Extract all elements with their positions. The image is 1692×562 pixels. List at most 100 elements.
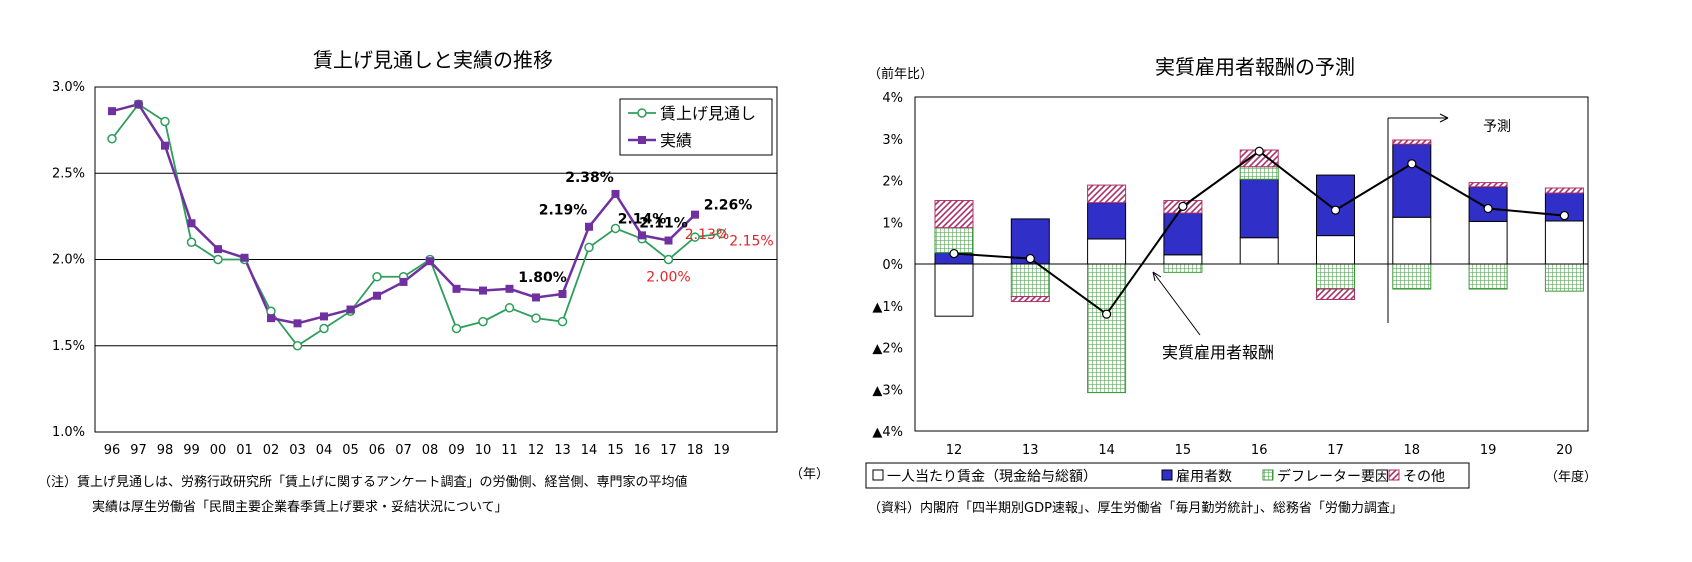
mitoshi-point	[663, 254, 674, 265]
employees-bar	[1316, 174, 1355, 237]
jisseki-point	[373, 291, 381, 300]
deflator-bar	[1392, 263, 1432, 290]
mitoshi-point	[266, 306, 276, 316]
real-compensation-point	[1483, 203, 1493, 214]
mitoshi-point	[716, 228, 727, 239]
right-source: （資料）内閣府「四半期別GDP速報」、厚生労働省「毎月勤労統計」、総務省「労働力…	[868, 500, 1403, 516]
right-y-tick-label: ▲3%	[872, 383, 903, 398]
jisseki-point	[267, 314, 275, 323]
jisseki-point	[293, 319, 302, 328]
jisseki-point	[452, 284, 461, 293]
jisseki-point	[320, 312, 328, 321]
left-chart-title: 賃上げ見通しと実績の推移	[313, 48, 553, 72]
right-legend: 一人当たり賃金（現金給与総額） 雇用者数 デフレーター要因 その他	[865, 462, 1470, 489]
other-bar	[1316, 288, 1355, 300]
mitoshi-point	[107, 134, 117, 144]
right-x-unit: （年度）	[1545, 469, 1597, 485]
left-x-tick-label: 15	[607, 443, 624, 458]
left-x-tick-label: 13	[554, 443, 571, 458]
deflator-bar	[1544, 263, 1584, 292]
line-callout: 実質雇用者報酬	[1152, 271, 1274, 362]
jisseki-data-label: 2.14%	[618, 211, 667, 227]
jisseki-point	[532, 293, 540, 302]
left-x-tick-label: 18	[687, 443, 704, 458]
other-bar	[1010, 296, 1050, 303]
left-x-tick-label: 12	[528, 443, 545, 458]
right-y-ticks: ▲4% ▲3% ▲2% ▲1% 0% 1% 2% 3% 4%	[872, 91, 903, 440]
left-x-tick-label: 05	[342, 443, 359, 458]
employees-bar	[1239, 178, 1279, 239]
jisseki-data-label: 2.38%	[565, 170, 614, 186]
right-x-tick-label: 18	[1404, 443, 1421, 458]
right-y-tick-label: ▲2%	[872, 342, 903, 357]
left-x-tick-label: 98	[157, 443, 174, 458]
real-compensation-point	[1559, 210, 1570, 221]
legend-mitoshi-marker	[637, 108, 647, 118]
real-compensation-point	[1407, 159, 1417, 169]
mitoshi-point	[478, 316, 488, 327]
legend-other-label: その他	[1403, 469, 1445, 485]
right-y-tick-label: 4%	[882, 91, 903, 106]
other-bar	[1392, 139, 1432, 145]
right-y-tick-label: 2%	[882, 175, 903, 190]
other-bar	[934, 200, 974, 229]
wage-bar	[1544, 220, 1584, 265]
left-plot-frame	[94, 86, 778, 433]
left-chart: 賃上げ見通しと実績の推移 1.0% 1.5% 2.0% 2.5% 3.0% 96 97 98…	[38, 48, 829, 515]
left-x-tick-label: 04	[316, 443, 333, 458]
left-y-tick-label: 1.0%	[52, 425, 85, 440]
left-annotations: 1.80% 2.19% 2.38% 2.14%2.11% 2.26% 2.00% 2.13%…	[518, 170, 774, 286]
forecast-marker: 予測	[1387, 113, 1511, 323]
left-x-tick-label: 17	[660, 443, 677, 458]
real-compensation-point	[1178, 201, 1188, 211]
real-compensation-point	[1330, 205, 1341, 215]
other-bar	[1544, 187, 1584, 194]
jisseki-point	[161, 141, 169, 150]
mitoshi-point	[372, 272, 382, 282]
wage-bar	[1316, 235, 1355, 265]
right-x-tick-label: 14	[1098, 443, 1115, 458]
mitoshi-point	[213, 254, 223, 265]
jisseki-point	[611, 189, 620, 198]
left-x-tick-label: 01	[236, 443, 253, 458]
right-chart-title: 実質雇用者報酬の予測	[1155, 55, 1355, 79]
left-x-tick-label: 96	[104, 443, 121, 458]
left-note-2: 実績は厚生労働省「民間主要企業春季賃上げ要求・妥結状況について」	[92, 499, 508, 515]
left-legend-box	[619, 98, 773, 156]
jisseki-line	[111, 102, 696, 325]
jisseki-point	[479, 286, 487, 295]
forecast-arrowhead	[1439, 113, 1449, 123]
deflator-bar	[1239, 166, 1279, 180]
jisseki-point	[134, 100, 143, 109]
left-x-tick-label: 19	[713, 443, 730, 458]
jisseki-point	[691, 210, 699, 219]
left-x-tick-label: 08	[422, 443, 439, 458]
mitoshi-point	[292, 341, 303, 351]
wage-bar	[1468, 220, 1508, 265]
left-legend: 賃上げ見通し 実績	[619, 98, 773, 156]
right-y-tick-label: ▲4%	[872, 425, 903, 440]
legend-employees-label: 雇用者数	[1176, 468, 1232, 485]
left-x-tick-label: 07	[395, 443, 412, 458]
forecast-label: 予測	[1483, 119, 1511, 135]
jisseki-data-label: 2.26%	[704, 198, 753, 214]
wage-bar	[934, 263, 974, 317]
jisseki-data-label: 1.80%	[518, 270, 567, 286]
deflator-bar	[934, 227, 974, 254]
left-y-tick-label: 2.0%	[52, 253, 85, 268]
right-y-tick-label: 0%	[882, 258, 903, 273]
left-note-1: （注）賃上げ見通しは、労務行政研究所「賃上げに関するアンケート調査」の労働側、経…	[38, 474, 687, 490]
mitoshi-point	[531, 313, 541, 323]
wage-bar	[1239, 237, 1279, 265]
other-bar	[1468, 182, 1508, 188]
left-x-unit: （年）	[790, 467, 829, 482]
mitoshi-point	[186, 237, 197, 247]
mitoshi-point	[160, 116, 170, 127]
jisseki-point	[240, 253, 249, 262]
legend-wage-swatch	[872, 469, 884, 481]
deflator-bar	[1468, 263, 1508, 290]
deflator-bar	[1163, 263, 1203, 273]
left-y-ticks: 1.0% 1.5% 2.0% 2.5% 3.0%	[52, 80, 85, 440]
jisseki-point	[108, 107, 116, 116]
mitoshi-point	[319, 323, 329, 334]
